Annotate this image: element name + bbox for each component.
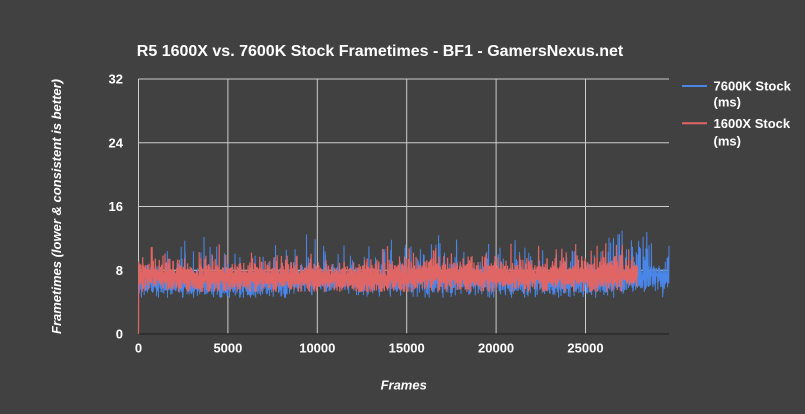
- svg-text:32: 32: [109, 72, 123, 87]
- svg-text:0: 0: [116, 327, 123, 342]
- svg-text:8: 8: [116, 263, 123, 278]
- svg-text:20000: 20000: [478, 341, 514, 356]
- svg-text:5000: 5000: [213, 341, 242, 356]
- svg-text:1600X Stock: 1600X Stock: [714, 116, 791, 131]
- svg-text:7600K Stock: 7600K Stock: [714, 79, 792, 94]
- svg-text:Frames: Frames: [381, 378, 427, 393]
- svg-text:25000: 25000: [567, 341, 603, 356]
- svg-text:24: 24: [109, 135, 124, 150]
- svg-text:10000: 10000: [299, 341, 335, 356]
- svg-text:16: 16: [109, 199, 123, 214]
- svg-text:(ms): (ms): [714, 133, 741, 148]
- svg-text:Frametimes (lower & consistent: Frametimes (lower & consistent is better…: [49, 79, 64, 334]
- svg-text:15000: 15000: [389, 341, 425, 356]
- svg-text:0: 0: [135, 341, 142, 356]
- svg-text:(ms): (ms): [714, 95, 741, 110]
- svg-text:R5 1600X vs. 7600K Stock Frame: R5 1600X vs. 7600K Stock Frametimes - BF…: [137, 43, 624, 60]
